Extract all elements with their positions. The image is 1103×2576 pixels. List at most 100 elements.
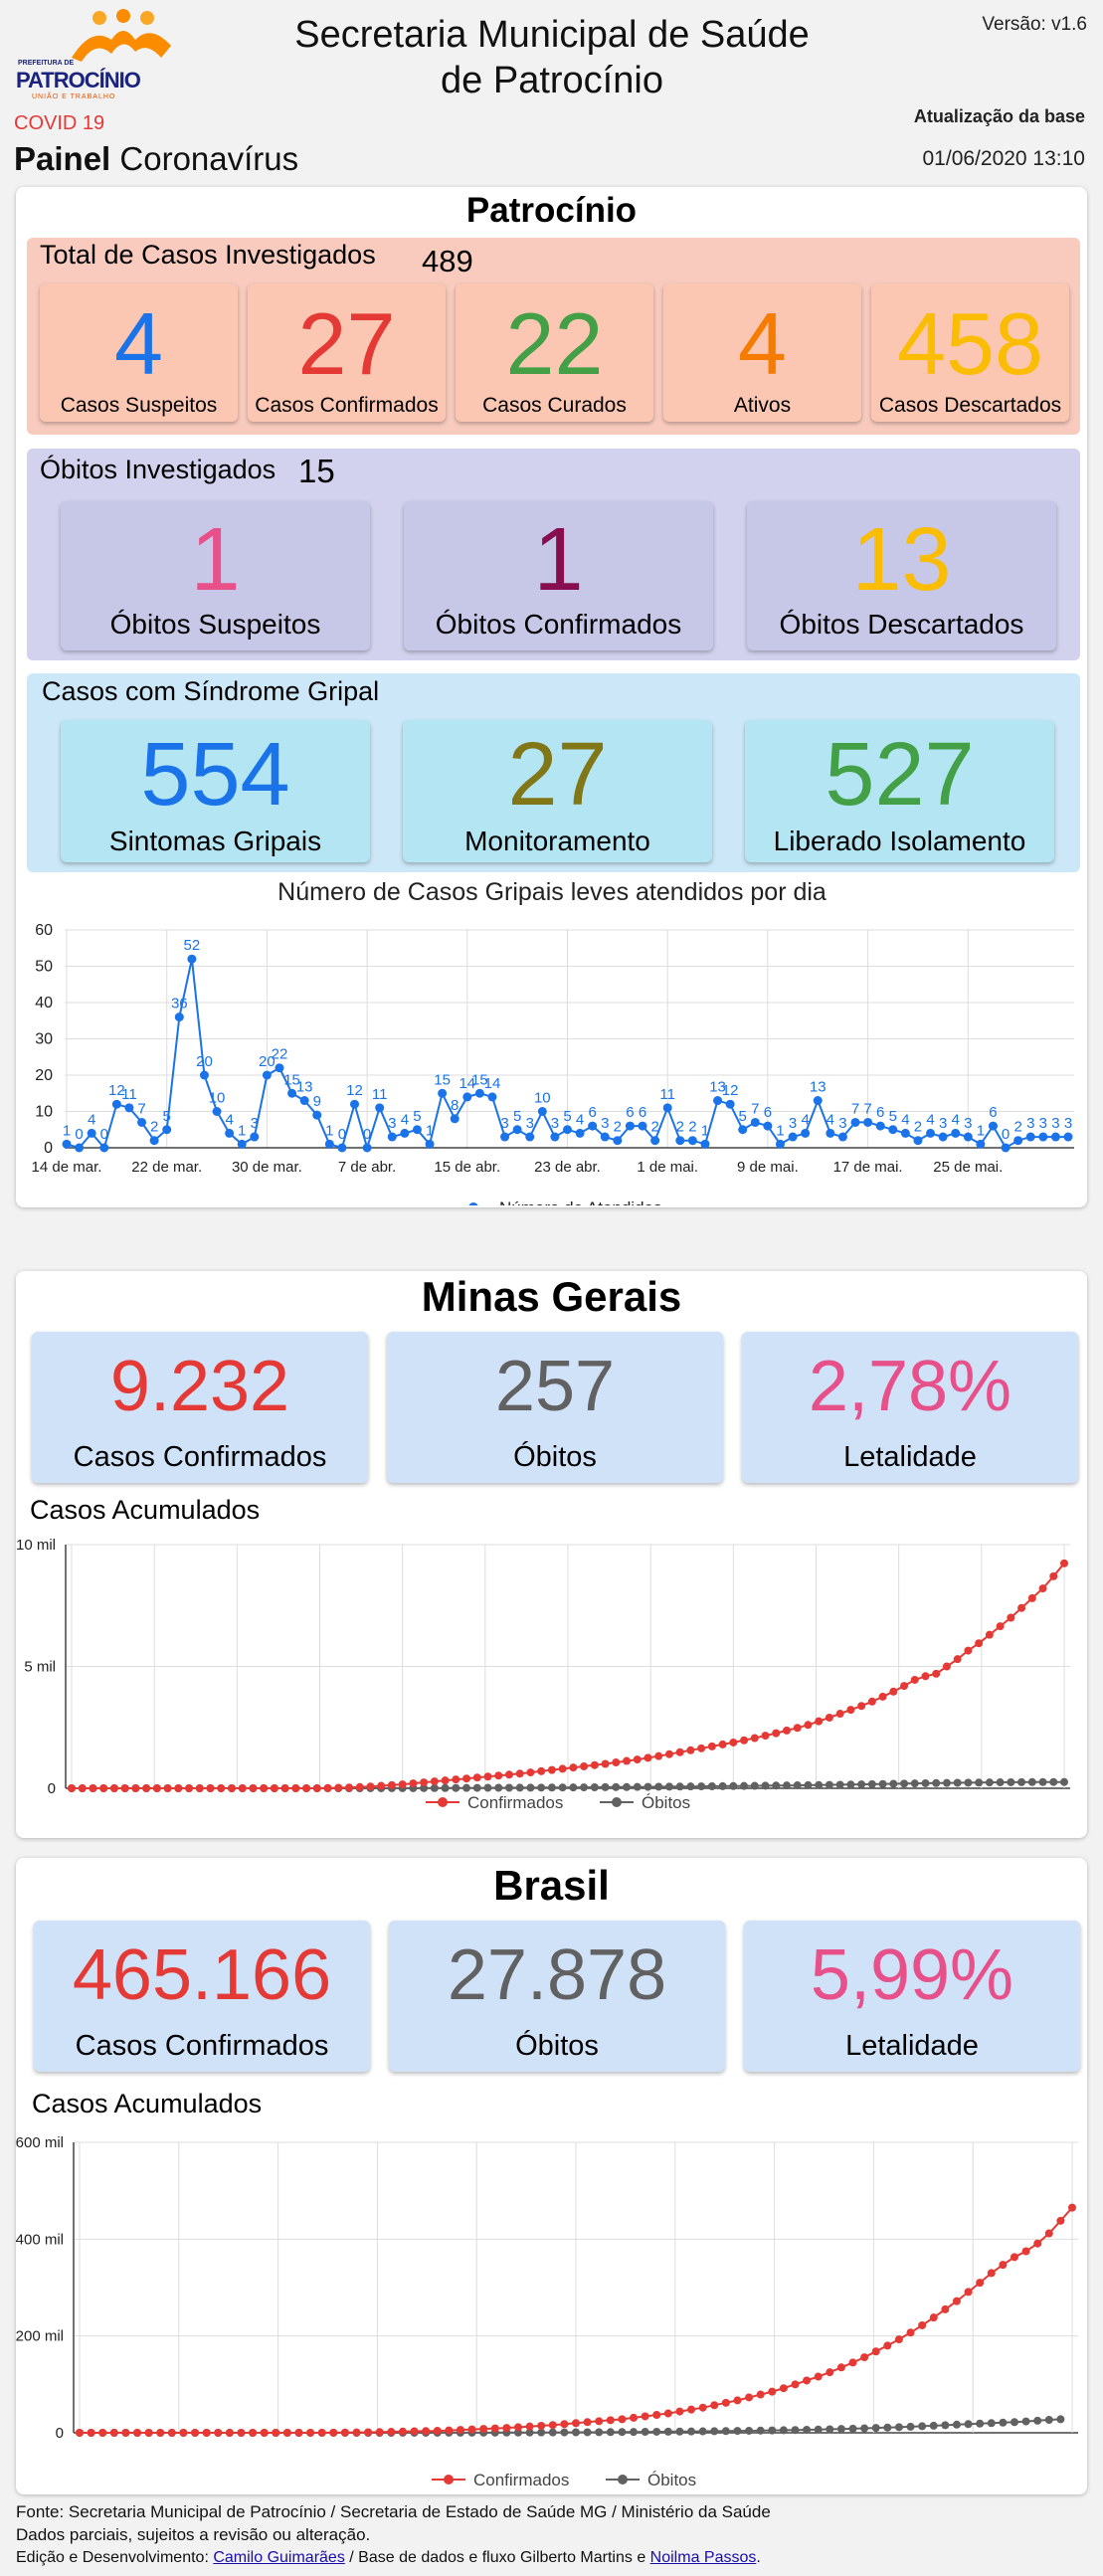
chart1-data-label: 6 bbox=[764, 1104, 772, 1121]
chart1-point bbox=[75, 1143, 85, 1153]
case-tile: 4 Ativos bbox=[663, 283, 861, 422]
chart1-x-tick: 23 de abr. bbox=[534, 1159, 601, 1176]
sindrome-label: Monitoramento bbox=[464, 826, 650, 856]
minas-label: Casos Confirmados bbox=[73, 1441, 327, 1473]
chart1-point bbox=[387, 1132, 397, 1142]
chart3-point bbox=[595, 2428, 604, 2437]
chart3-point bbox=[999, 2261, 1008, 2270]
painel-rest: Coronavírus bbox=[119, 140, 299, 177]
chart3-point bbox=[630, 2428, 639, 2437]
chart2-point bbox=[815, 1717, 824, 1726]
chart2-point bbox=[718, 1740, 727, 1748]
version-label: Versão: v1.6 bbox=[982, 14, 1087, 35]
chart1-data-label: 2 bbox=[150, 1119, 158, 1136]
chart2-point bbox=[238, 1784, 247, 1792]
chart1-point bbox=[687, 1136, 697, 1146]
chart2-point bbox=[707, 1742, 716, 1750]
chart2-point bbox=[420, 1778, 429, 1787]
chart3-point bbox=[260, 2429, 269, 2437]
chart2-point bbox=[761, 1732, 770, 1741]
chart1-point bbox=[500, 1132, 510, 1142]
chart2-point bbox=[750, 1734, 759, 1743]
total-cases-value: 489 bbox=[422, 244, 473, 278]
chart1-data-label: 12 bbox=[722, 1082, 739, 1099]
chart3-point bbox=[167, 2429, 176, 2437]
minas-value: 9.232 bbox=[109, 1347, 290, 1426]
chart3-point bbox=[768, 2426, 777, 2435]
chart1-data-label: 8 bbox=[451, 1097, 459, 1114]
chart1-x-tick: 9 de mai. bbox=[737, 1159, 799, 1176]
chart3-point bbox=[745, 2426, 754, 2435]
chart2-point bbox=[312, 1784, 321, 1792]
chart1-data-label: 3 bbox=[551, 1115, 559, 1132]
chart3-point bbox=[1033, 2416, 1042, 2425]
chart3-point bbox=[317, 2428, 326, 2437]
chart3-point bbox=[410, 2427, 419, 2436]
chart2-point bbox=[398, 1780, 407, 1789]
chart2-y-tick: 0 bbox=[48, 1780, 56, 1797]
noilma-link[interactable]: Noilma Passos bbox=[649, 2549, 757, 2566]
chart1-point bbox=[951, 1128, 961, 1138]
chart2-point bbox=[163, 1784, 172, 1792]
chart3-point bbox=[964, 2420, 973, 2429]
chart1-point bbox=[988, 1121, 998, 1131]
chart1-data-label: 4 bbox=[926, 1111, 934, 1128]
chart1-data-label: 4 bbox=[401, 1111, 409, 1128]
chart1-point bbox=[913, 1136, 923, 1146]
chart2-point bbox=[569, 1763, 578, 1772]
chart1-data-label: 4 bbox=[576, 1111, 584, 1128]
chart2-point bbox=[1060, 1777, 1068, 1786]
chart1-data-label: 11 bbox=[372, 1086, 388, 1103]
chart2-point bbox=[601, 1759, 610, 1768]
chart1-point bbox=[487, 1092, 497, 1102]
chart3-point bbox=[583, 2428, 592, 2437]
chart2-point bbox=[1060, 1559, 1068, 1567]
chart3-point bbox=[826, 2368, 834, 2377]
minas-cumulative-chart: 0 5 mil 10 mil Confirmados Óbitos bbox=[16, 1537, 1070, 1812]
chart2-point bbox=[835, 1780, 844, 1789]
chart1-data-label: 6 bbox=[876, 1104, 884, 1121]
chart2-point bbox=[623, 1756, 632, 1765]
chart1-data-label: 7 bbox=[137, 1100, 145, 1117]
chart2-point bbox=[718, 1781, 727, 1790]
chart2-point bbox=[526, 1768, 535, 1777]
chart2-point bbox=[1027, 1593, 1036, 1602]
chart2-point bbox=[590, 1782, 599, 1791]
chart2-point bbox=[910, 1779, 919, 1788]
chart3-point bbox=[502, 2424, 511, 2433]
chart1-point bbox=[174, 1012, 184, 1022]
chart1-data-label: 6 bbox=[989, 1104, 997, 1121]
chart1-title: Número de Casos Gripais leves atendidos … bbox=[277, 878, 827, 906]
chart3-point bbox=[467, 2425, 476, 2434]
chart2-point bbox=[185, 1784, 194, 1792]
chart2-point bbox=[537, 1783, 546, 1792]
chart1-data-label: 7 bbox=[851, 1100, 859, 1117]
daily-cases-chart: Número de Casos Gripais leves atendidos … bbox=[32, 878, 1074, 1205]
covid-label: COVID 19 bbox=[14, 112, 105, 134]
chart2-point bbox=[462, 1774, 471, 1783]
chart1-data-label: 2 bbox=[688, 1119, 696, 1136]
chart1-point bbox=[525, 1132, 535, 1142]
camilo-link[interactable]: Camilo Guimarães bbox=[213, 2549, 345, 2566]
chart2-point bbox=[291, 1784, 300, 1792]
chart3-point bbox=[282, 2429, 291, 2437]
chart1-point bbox=[926, 1128, 936, 1138]
chart3-point bbox=[513, 2423, 522, 2432]
chart3-point bbox=[721, 2398, 730, 2407]
chart3-point bbox=[630, 2413, 639, 2422]
chart1-point bbox=[312, 1110, 322, 1120]
case-value: 4 bbox=[114, 294, 163, 393]
sindrome-tile: 27 Monitoramento bbox=[403, 720, 712, 862]
brasil-tile: 27.878 Óbitos bbox=[389, 1921, 725, 2072]
chart3-point bbox=[964, 2288, 973, 2297]
chart1-point bbox=[638, 1121, 647, 1131]
chart1-point bbox=[575, 1128, 585, 1138]
chart2-point bbox=[547, 1765, 556, 1774]
chart1-data-label: 4 bbox=[88, 1111, 95, 1128]
chart3-point bbox=[756, 2426, 765, 2435]
chart2-point bbox=[260, 1784, 269, 1792]
chart1-point bbox=[963, 1132, 973, 1142]
chart1-point bbox=[111, 1099, 121, 1109]
chart2-point bbox=[878, 1779, 887, 1788]
chart1-data-label: 2 bbox=[914, 1119, 922, 1136]
